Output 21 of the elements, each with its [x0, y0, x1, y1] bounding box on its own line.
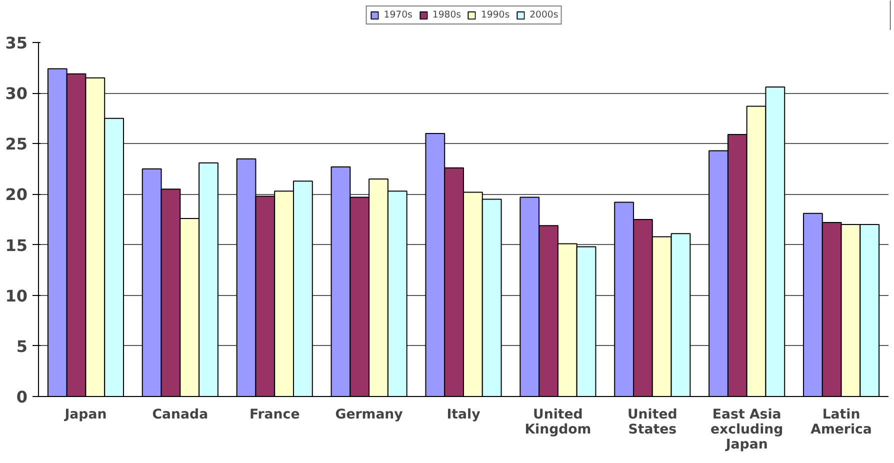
x-tick-label: Italy — [446, 408, 481, 422]
x-tick-label: United Kingdom — [524, 408, 592, 438]
y-tick-label: 30 — [5, 84, 28, 104]
x-tick-label: Canada — [152, 408, 208, 422]
y-tick-label: 0 — [16, 388, 28, 406]
x-tick-label: United States — [627, 408, 678, 438]
y-tick-label: 10 — [5, 286, 28, 306]
x-tick-label: France — [249, 408, 300, 422]
y-tick-label: 20 — [5, 185, 28, 204]
x-tick-label: Latin America — [810, 408, 872, 438]
legend-label: 1970s — [384, 10, 412, 20]
legend-label: 1980s — [432, 10, 461, 20]
y-tick-label: 35 — [5, 34, 28, 52]
x-tick-label: Japan — [64, 408, 107, 422]
y-tick-label: 15 — [5, 236, 28, 255]
y-tick-label: 25 — [5, 134, 28, 154]
x-tick-label: East Asia excluding Japan — [710, 408, 784, 452]
x-tick-label: Germany — [335, 408, 404, 422]
legend-label: 1990s — [481, 10, 510, 20]
legend-label: 2000s — [530, 10, 558, 20]
y-tick-label: 5 — [16, 336, 28, 356]
